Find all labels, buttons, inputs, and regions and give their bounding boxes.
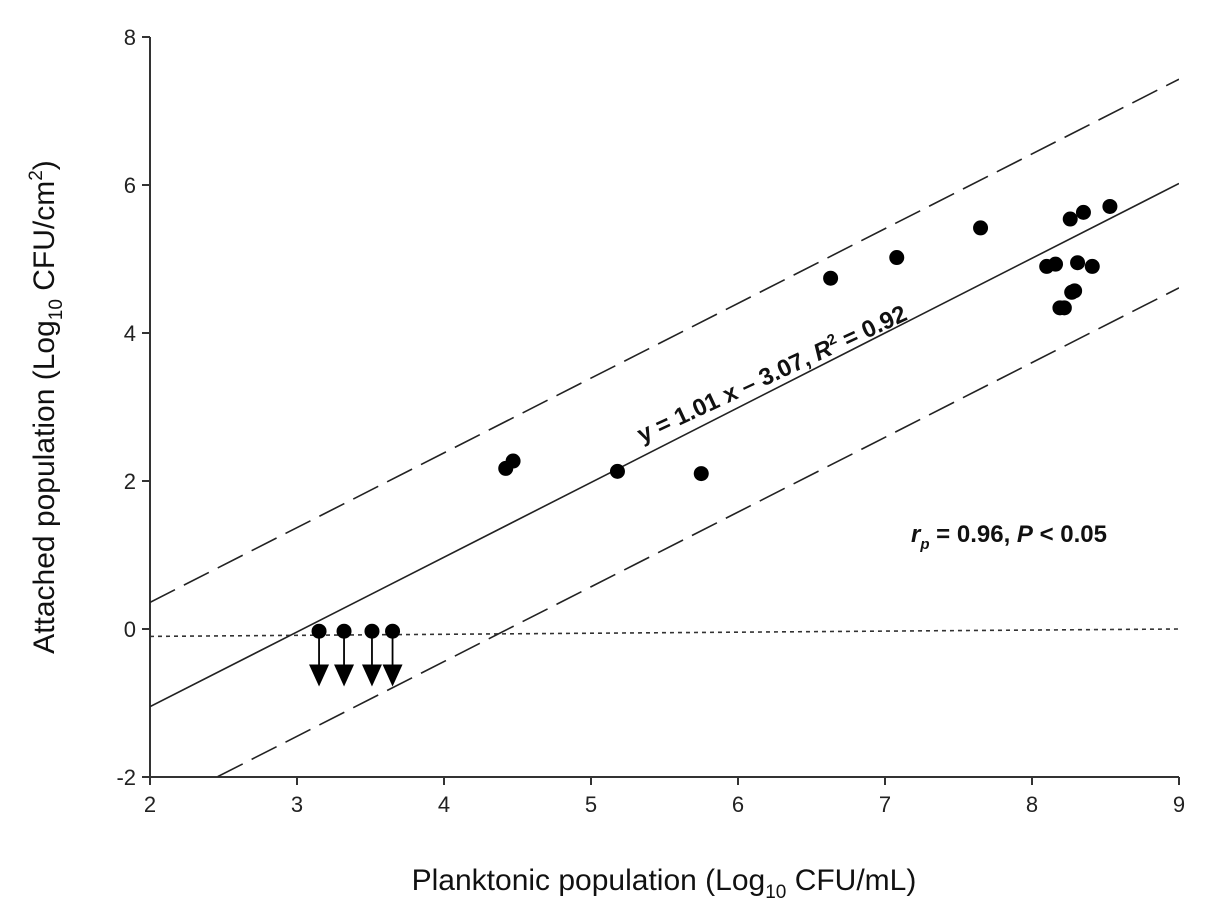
x-tick-label: 2 xyxy=(144,792,156,817)
data-point xyxy=(1070,255,1086,271)
upper-prediction-band xyxy=(150,78,1179,604)
y-tick-label: 8 xyxy=(124,25,136,50)
x-tick-label: 6 xyxy=(732,792,744,817)
stats-tail: < 0.05 xyxy=(1033,521,1107,548)
lower-prediction-band xyxy=(215,287,1179,777)
x-title-main: Planktonic population (Log xyxy=(412,864,766,897)
data-point xyxy=(505,453,521,469)
y-title-tail: ) xyxy=(28,160,61,170)
censored-arrow-head xyxy=(309,664,330,687)
x-tick-label: 4 xyxy=(438,792,450,817)
censored-arrow-head xyxy=(382,664,403,687)
censored-arrow-head xyxy=(361,664,382,687)
equation-rhs: = 0.92 xyxy=(833,300,912,356)
censored-arrow-head xyxy=(334,664,355,687)
data-point xyxy=(973,220,989,236)
data-points xyxy=(498,198,1118,482)
regression-equation: y = 1.01 x – 3.07, R2 = 0.92 xyxy=(633,299,911,448)
data-point xyxy=(823,270,839,286)
x-title-tail: CFU/mL) xyxy=(786,864,916,897)
data-point xyxy=(1102,198,1118,214)
data-point xyxy=(1084,258,1100,274)
data-point xyxy=(609,463,625,479)
y-tick-label: -2 xyxy=(116,765,136,790)
data-point xyxy=(1048,256,1064,272)
censored-points xyxy=(309,623,403,687)
y-tick-label: 4 xyxy=(124,321,136,346)
regression-line xyxy=(150,182,1179,708)
stats-mid: = 0.96, xyxy=(930,521,1017,548)
x-axis-title: Planktonic population (Log10 CFU/mL) xyxy=(412,864,917,903)
y-title-sup: 2 xyxy=(26,170,47,181)
data-point xyxy=(1062,211,1078,227)
stats-r-sub: p xyxy=(919,536,929,553)
data-point xyxy=(1067,283,1083,299)
data-point xyxy=(889,250,905,266)
y-tick-label: 0 xyxy=(124,617,136,642)
equation-lhs: y = 1.01 x – 3.07, xyxy=(633,342,820,448)
x-tick-label: 8 xyxy=(1026,792,1038,817)
x-tick-label: 5 xyxy=(585,792,597,817)
y-title-sub: 10 xyxy=(46,299,67,320)
data-point xyxy=(1075,204,1091,220)
y-axis-title: Attached population (Log10 CFU/cm2) xyxy=(26,160,67,654)
x-tick-label: 7 xyxy=(879,792,891,817)
correlation-stats: rp = 0.96, P < 0.05 xyxy=(911,521,1107,553)
data-point xyxy=(693,466,709,482)
y-title-mid: CFU/cm xyxy=(28,181,61,299)
x-tick-label: 3 xyxy=(291,792,303,817)
y-title-main: Attached population (Log xyxy=(28,320,61,654)
axis-ticks: 2 3 4 5 6 7 8 9 -2 0 2 4 6 8 xyxy=(116,25,1185,817)
y-tick-label: 2 xyxy=(124,469,136,494)
x-tick-label: 9 xyxy=(1173,792,1185,817)
data-point xyxy=(1056,300,1072,316)
detection-limit-line xyxy=(150,628,1179,638)
stats-r: r xyxy=(911,521,922,548)
x-title-sub: 10 xyxy=(765,882,786,903)
stats-p: P xyxy=(1017,521,1034,548)
y-tick-label: 6 xyxy=(124,173,136,198)
